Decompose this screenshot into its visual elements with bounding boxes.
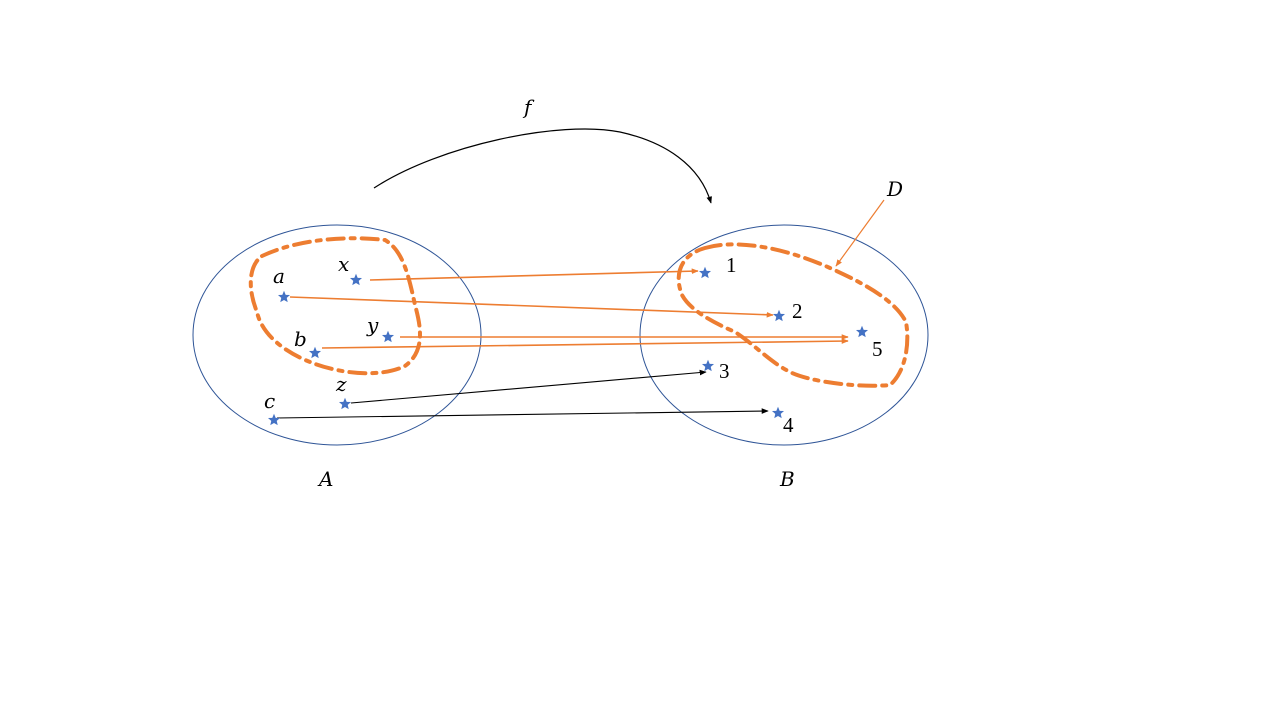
- map-arrow: [373, 128, 712, 204]
- map-label: f: [522, 95, 535, 119]
- star-b: [308, 346, 322, 359]
- star-z: [338, 397, 352, 410]
- star-y: [381, 330, 395, 343]
- star-2: [772, 309, 786, 322]
- element-label-z: z: [335, 372, 347, 396]
- element-label-b: b: [294, 327, 307, 351]
- mapping-arrow-c-4: [276, 408, 769, 419]
- subset-d-pointer: [835, 199, 885, 267]
- element-label-3: 3: [719, 359, 730, 383]
- element-label-a: a: [273, 264, 285, 288]
- element-label-1: 1: [726, 253, 737, 277]
- element-label-x: x: [338, 252, 349, 276]
- star-c: [267, 413, 281, 426]
- star-1: [698, 266, 712, 279]
- subset-d-boundary: [676, 242, 910, 388]
- set-a-label: A: [317, 467, 333, 491]
- element-label-4: 4: [783, 413, 794, 437]
- element-label-2: 2: [792, 299, 803, 323]
- element-label-y: y: [366, 313, 379, 337]
- element-label-5: 5: [872, 337, 883, 361]
- mapping-arrow-a-2: [289, 296, 774, 318]
- mapping-arrow-x-1: [369, 268, 699, 281]
- star-3: [701, 359, 715, 372]
- star-a: [277, 290, 291, 303]
- subset-d-label: D: [886, 177, 903, 201]
- mapping-arrow-z-3: [350, 369, 707, 404]
- subset-boundary-in-a: [248, 236, 422, 376]
- set-b-label: B: [779, 467, 795, 491]
- star-5: [855, 325, 869, 338]
- element-label-c: c: [264, 389, 275, 413]
- star-x: [349, 273, 363, 286]
- mapping-arrow-b-5: [321, 338, 849, 349]
- set-b-outline: [639, 224, 929, 446]
- set-a-outline: [192, 224, 482, 446]
